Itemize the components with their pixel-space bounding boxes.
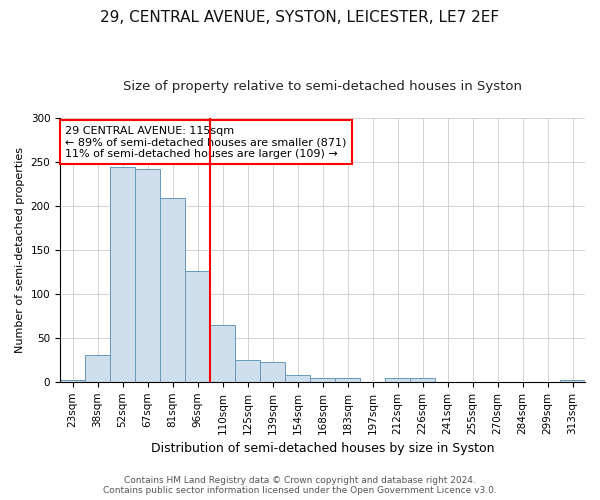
Bar: [310, 378, 335, 382]
Bar: [285, 375, 310, 382]
Bar: [210, 324, 235, 382]
Bar: [260, 362, 285, 382]
Bar: [235, 360, 260, 382]
Bar: [410, 378, 435, 382]
Title: Size of property relative to semi-detached houses in Syston: Size of property relative to semi-detach…: [123, 80, 522, 93]
Text: 29 CENTRAL AVENUE: 115sqm
← 89% of semi-detached houses are smaller (871)
11% of: 29 CENTRAL AVENUE: 115sqm ← 89% of semi-…: [65, 126, 347, 159]
Bar: [110, 167, 135, 382]
Y-axis label: Number of semi-detached properties: Number of semi-detached properties: [15, 147, 25, 353]
Bar: [85, 356, 110, 382]
Bar: [135, 169, 160, 382]
Bar: [160, 198, 185, 382]
Bar: [185, 271, 210, 382]
Bar: [335, 378, 360, 382]
Text: Contains HM Land Registry data © Crown copyright and database right 2024.
Contai: Contains HM Land Registry data © Crown c…: [103, 476, 497, 495]
X-axis label: Distribution of semi-detached houses by size in Syston: Distribution of semi-detached houses by …: [151, 442, 494, 455]
Bar: [560, 380, 585, 382]
Bar: [385, 378, 410, 382]
Text: 29, CENTRAL AVENUE, SYSTON, LEICESTER, LE7 2EF: 29, CENTRAL AVENUE, SYSTON, LEICESTER, L…: [100, 10, 500, 25]
Bar: [60, 380, 85, 382]
